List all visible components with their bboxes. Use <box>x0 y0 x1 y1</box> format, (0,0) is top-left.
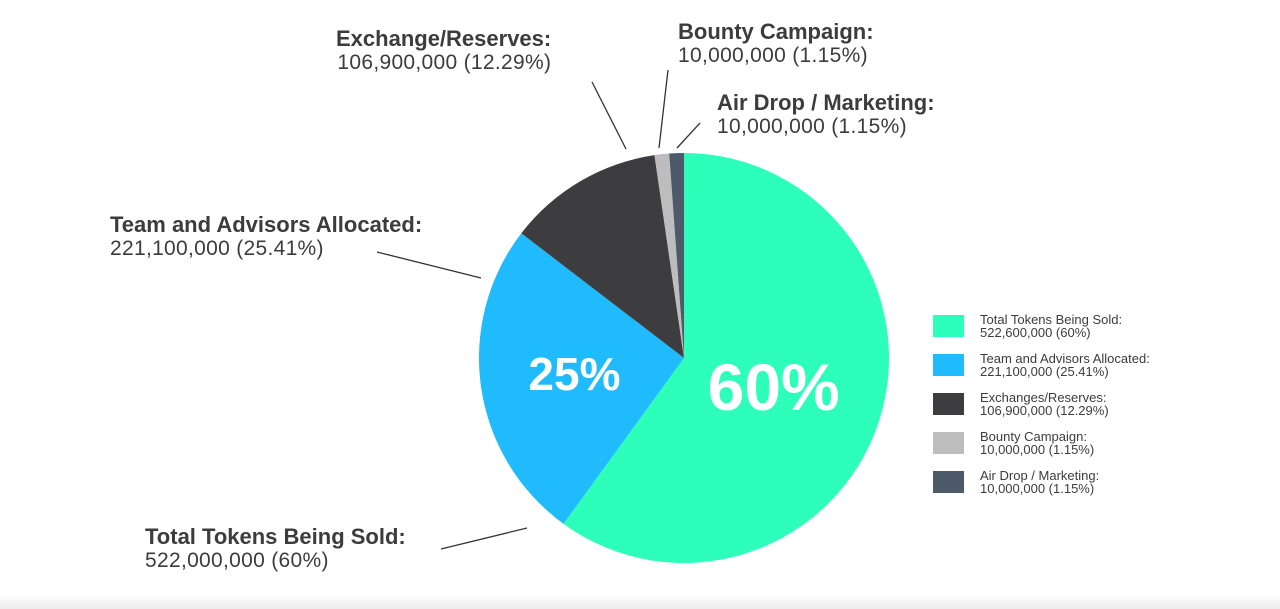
legend-item: Bounty Campaign: 10,000,000 (1.15%) <box>933 430 1263 469</box>
callout-sold-value: 522,000,000 (60%) <box>145 549 329 573</box>
leader-line-exchange <box>591 81 627 150</box>
legend-label: Bounty Campaign: <box>980 429 1087 444</box>
callout-airdrop-title: Air Drop / Marketing: <box>717 90 935 115</box>
pie-data-label-sold: 60% <box>708 350 840 424</box>
legend-item: Air Drop / Marketing: 10,000,000 (1.15%) <box>933 469 1263 508</box>
legend-item: Exchanges/Reserves: 106,900,000 (12.29%) <box>933 391 1263 430</box>
callout-bounty-title: Bounty Campaign: <box>678 19 874 44</box>
callout-exchange-value: 106,900,000 (12.29%) <box>337 51 552 75</box>
legend-text: Air Drop / Marketing: 10,000,000 (1.15%) <box>980 469 1099 495</box>
callout-team-value: 221,100,000 (25.41%) <box>110 237 324 261</box>
callout-airdrop-value: 10,000,000 (1.15%) <box>717 115 907 139</box>
legend-value: 522,600,000 (60%) <box>980 325 1091 340</box>
pie-slice-team <box>478 233 684 524</box>
legend-text: Team and Advisors Allocated: 221,100,000… <box>980 352 1150 378</box>
legend-swatch <box>933 432 964 454</box>
leader-line-bounty <box>658 69 669 149</box>
legend-label: Exchanges/Reserves: <box>980 390 1107 405</box>
legend-swatch <box>933 354 964 376</box>
pie-slices <box>478 153 889 563</box>
legend-label: Team and Advisors Allocated: <box>980 351 1150 366</box>
legend-text: Bounty Campaign: 10,000,000 (1.15%) <box>980 430 1094 456</box>
callout-team: Team and Advisors Allocated: 221,100,000… <box>110 212 422 261</box>
chart-legend: Total Tokens Being Sold: 522,600,000 (60… <box>933 313 1263 508</box>
leader-line-sold <box>440 527 528 550</box>
callout-exchange: Exchange/Reserves: 106,900,000 (12.29%) <box>336 26 551 75</box>
legend-value: 10,000,000 (1.15%) <box>980 442 1095 457</box>
legend-label: Total Tokens Being Sold: <box>980 312 1123 327</box>
legend-item: Team and Advisors Allocated: 221,100,000… <box>933 352 1263 391</box>
pie-data-label-team: 25% <box>528 348 620 400</box>
legend-text: Exchanges/Reserves: 106,900,000 (12.29%) <box>980 391 1109 417</box>
leader-lines <box>376 69 701 550</box>
legend-value: 106,900,000 (12.29%) <box>980 403 1109 418</box>
legend-text: Total Tokens Being Sold: 522,600,000 (60… <box>980 313 1122 339</box>
legend-swatch <box>933 315 964 337</box>
legend-swatch <box>933 393 964 415</box>
pie-slice-bounty <box>654 153 684 358</box>
legend-swatch <box>933 471 964 493</box>
callout-sold: Total Tokens Being Sold: 522,000,000 (60… <box>145 524 406 573</box>
callout-bounty: Bounty Campaign: 10,000,000 (1.15%) <box>678 19 874 68</box>
callout-team-title: Team and Advisors Allocated: <box>110 212 423 237</box>
leader-line-airdrop <box>676 122 701 149</box>
callout-sold-title: Total Tokens Being Sold: <box>145 524 406 549</box>
legend-value: 221,100,000 (25.41%) <box>980 364 1109 379</box>
legend-label: Air Drop / Marketing: <box>980 468 1100 483</box>
pie-slice-airdrop <box>669 153 684 358</box>
pie-slice-sold <box>563 153 889 563</box>
pie-slice-exchange <box>521 155 684 358</box>
legend-value: 10,000,000 (1.15%) <box>980 481 1095 496</box>
leader-line-team <box>376 251 482 279</box>
callout-bounty-value: 10,000,000 (1.15%) <box>678 44 868 68</box>
pie-data-labels: 60% 25% <box>528 348 839 424</box>
legend-item: Total Tokens Being Sold: 522,600,000 (60… <box>933 313 1263 352</box>
callout-exchange-title: Exchange/Reserves: <box>336 26 552 51</box>
bottom-shadow <box>0 595 1280 609</box>
callout-airdrop: Air Drop / Marketing: 10,000,000 (1.15%) <box>717 90 935 139</box>
